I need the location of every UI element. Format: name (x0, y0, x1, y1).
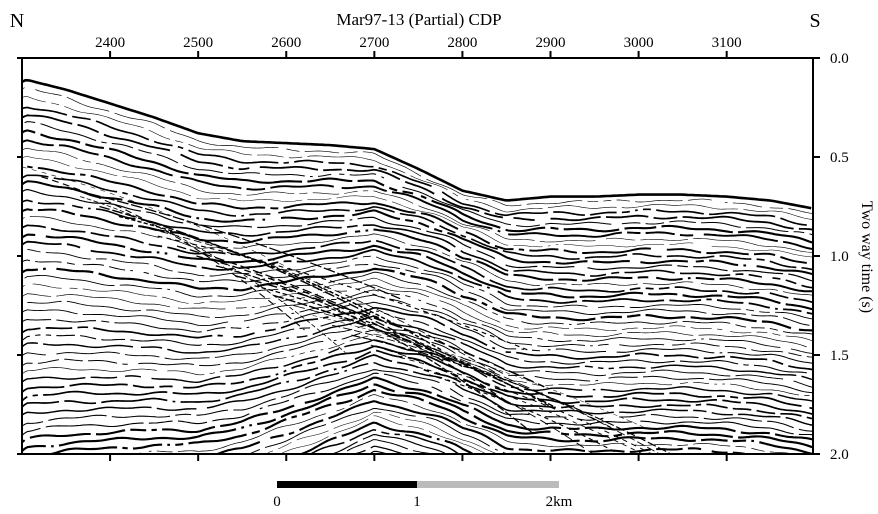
reflector-line (267, 411, 498, 454)
x-tick-label: 2800 (447, 35, 477, 51)
scale-bar-label: 1 (413, 494, 421, 510)
reflector-line (22, 208, 813, 293)
reflector-line (22, 174, 813, 271)
reflector-line (22, 369, 813, 432)
dipping-reflector (41, 176, 305, 331)
reflector-line (297, 421, 476, 454)
reflector-line (135, 394, 795, 454)
scale-bar: 0 1 2km (273, 481, 573, 510)
y-tick-label: 2.0 (830, 447, 849, 463)
dipping-reflector (118, 215, 444, 352)
reflector-line (24, 271, 813, 335)
reflector-line (22, 306, 813, 371)
reflector-line (340, 439, 432, 454)
dipping-reflector (176, 245, 463, 367)
reflector-line (22, 147, 813, 253)
scale-bar-label: 0 (273, 494, 281, 510)
y-tick-label: 1.5 (830, 348, 849, 364)
x-tick-label: 2400 (95, 35, 125, 51)
reflector-line (22, 345, 813, 410)
chart-title: Mar97-13 (Partial) CDP (336, 10, 501, 29)
reflector-line (22, 294, 813, 358)
dipping-reflector (332, 324, 661, 454)
reflector-line (22, 216, 813, 296)
dipping-reflector (138, 225, 496, 374)
x-axis-ticks: 2400 2500 2600 2700 2800 2900 3000 3100 (95, 35, 742, 461)
y-tick-label: 1.0 (830, 249, 849, 265)
reflector-line (22, 240, 813, 315)
x-tick-label: 2600 (271, 35, 301, 51)
y-tick-label: 0.0 (830, 51, 849, 67)
reflector-line (22, 376, 813, 444)
reflector-line (22, 188, 813, 282)
reflector-line (22, 383, 813, 452)
x-tick-label: 3100 (712, 35, 742, 51)
reflector-line (22, 129, 813, 244)
reflector-line (22, 372, 813, 436)
reflector-line (43, 389, 813, 454)
dipping-reflector (409, 364, 644, 454)
reflector-line (22, 349, 813, 415)
y-axis-label: Two way time (s) (858, 201, 875, 313)
reflector-line (247, 408, 662, 454)
reflector-line (22, 267, 813, 332)
dipping-reflector (273, 294, 554, 407)
x-tick-label: 2500 (183, 35, 213, 51)
dipping-reflector (79, 196, 346, 353)
seafloor-reflector (22, 78, 812, 210)
reflector-line (22, 233, 813, 311)
x-tick-label: 2700 (359, 35, 389, 51)
reflector-line (27, 289, 813, 354)
reflector-line (22, 259, 810, 326)
reflector-line (22, 139, 813, 250)
reflector-line (373, 453, 375, 454)
dipping-reflector (428, 374, 621, 454)
reflector-line (22, 323, 813, 388)
dipping-reflector (293, 305, 611, 428)
reflector-line (22, 87, 813, 214)
reflector-line (279, 415, 488, 454)
reflector-line (22, 224, 813, 304)
y-tick-label: 0.5 (830, 150, 849, 166)
reflector-line (22, 199, 813, 289)
x-tick-label: 3000 (624, 35, 654, 51)
reflector-line (22, 96, 813, 220)
reflector-line (22, 315, 813, 381)
south-label: S (809, 10, 820, 32)
reflector-line (308, 429, 460, 454)
north-label: N (10, 10, 24, 32)
reflector-line (368, 450, 390, 454)
dipping-reflector (99, 205, 388, 324)
reflector-line (368, 461, 379, 463)
reflector-line (22, 114, 813, 231)
dipping-reflector (351, 334, 672, 454)
dipping-reflector (157, 235, 528, 351)
dipping-reflector (196, 255, 506, 402)
reflector-line (24, 121, 813, 236)
scale-bar-segment-dark (277, 481, 417, 488)
x-tick-label: 2900 (536, 35, 566, 51)
reflector-line (27, 248, 813, 320)
reflector-line (22, 277, 813, 341)
dipping-reflector (215, 265, 534, 435)
dipping-reflector (312, 315, 650, 430)
reflector-line (352, 445, 408, 454)
seismic-reflectors (22, 78, 813, 463)
reflector-line (22, 301, 813, 364)
scale-bar-segment-light (417, 481, 559, 488)
dipping-reflector (235, 275, 545, 388)
reflector-line (22, 333, 810, 396)
reflector-line (22, 156, 813, 258)
plot-frame (21, 57, 814, 455)
dipping-reflector (60, 186, 401, 300)
scale-bar-label: 2km (546, 494, 573, 510)
